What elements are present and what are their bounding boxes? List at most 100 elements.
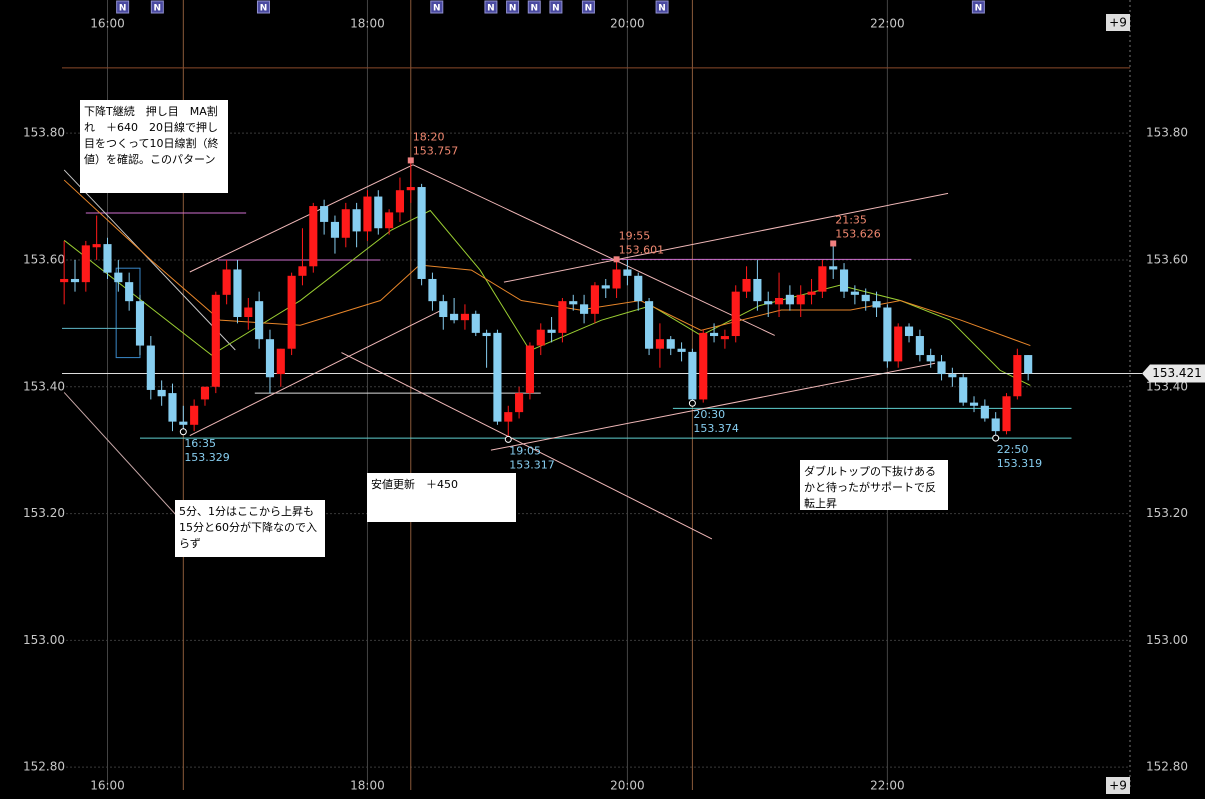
marker-time: 22:50 [997,443,1029,456]
marker-price: 153.319 [997,457,1043,470]
candle-body [146,345,155,390]
news-label: N [975,4,983,14]
annotation: 安値更新 ＋450 [367,473,516,522]
x-tick-label: 16:00 [90,17,125,31]
news-label: N [552,4,560,14]
y-tick-label: 153.80 [23,126,65,140]
candle-body [904,326,914,337]
candle-body [883,307,892,362]
x-tick-label: 18:00 [350,779,385,793]
news-label: N [509,4,517,14]
candle-body [796,294,805,305]
candle-body [114,272,123,283]
candle-body [309,206,318,267]
low-marker [688,399,696,407]
news-icon [116,0,130,14]
candle-body [395,190,405,213]
candle-body [720,336,729,340]
x-tick-label: 16:00 [90,779,125,793]
candle-body [850,291,859,295]
marker-time: 19:55 [619,229,651,242]
candle-body [135,301,145,346]
high-marker [830,240,837,247]
candle-body [677,348,686,352]
marker-price: 153.329 [184,451,230,464]
news-icon [527,0,541,14]
y-tick-label: 153.60 [23,252,65,266]
marker-price: 153.626 [835,227,881,240]
annotation: 5分、1分はここから上昇も15分と60分が下降なので入らず [175,500,325,557]
x-tick-label: 20:00 [610,779,645,793]
candle-body [959,377,968,403]
marker-price: 153.601 [619,243,665,256]
candle-body [525,345,534,394]
candle-body [774,297,784,305]
marker-time: 19:05 [509,444,541,457]
last-price-label: 153.421 [1152,366,1202,380]
moving-average [63,209,1031,386]
candle-body [666,339,675,349]
news-icon [150,0,164,14]
candle-body [374,196,383,229]
y-tick-label: 152.80 [1146,760,1188,774]
candle-body [623,269,632,276]
candle-body [948,374,957,378]
candle-body [255,301,264,340]
offset-box [1106,777,1130,794]
news-label: N [585,4,593,14]
news-label: N [658,4,666,14]
news-label: N [154,4,162,14]
candle-body [81,245,90,283]
annotation: ダブルトップの下抜けあるかと待ったがサポートで反転上昇 [800,460,948,510]
candle-body [439,301,448,318]
trend-line [189,164,414,273]
candle-body [645,301,654,349]
y-tick-label: 153.20 [23,506,65,520]
candle-body [330,221,340,238]
candle-body [276,348,285,375]
candle-body [417,187,426,279]
news-icon [971,0,985,14]
candle-body [460,313,469,321]
candle-body [265,339,275,378]
candle-body [558,301,567,333]
marker-time: 16:35 [184,437,216,450]
candle-body [829,266,838,270]
y-tick-label: 153.80 [1146,126,1188,140]
candle-body [493,332,502,422]
offset-box [1106,14,1130,31]
candle-body [601,285,610,289]
offset-label: +9 [1109,779,1127,793]
offset-label: +9 [1109,16,1127,30]
annotation: 下降T継続 押し目 MA割れ ＋640 20日線で押し目をつくって10日線割（終… [80,100,228,193]
candle-body [547,329,556,333]
candle-body [580,304,589,314]
news-label: N [119,4,127,14]
candle-body [872,301,881,308]
candle-body [894,326,903,362]
candle-body [287,275,296,349]
high-marker [613,256,620,263]
news-icon [430,0,444,14]
x-tick-label: 20:00 [610,17,645,31]
candle-body [612,269,621,289]
last-price-tag [1142,364,1205,383]
candle-body [569,301,578,305]
trend-line [412,164,775,336]
candle-body [471,313,480,333]
candle-body [363,196,372,232]
x-tick-label: 18:00 [350,17,385,31]
candle-body [222,269,231,295]
candle-body [504,412,513,422]
low-marker [179,428,187,436]
news-icon [256,0,270,14]
candle-body [655,339,664,349]
candle-body [699,332,708,400]
news-icon [484,0,498,14]
trend-line [341,352,713,540]
y-tick-label: 153.00 [1146,633,1188,647]
candle-body [190,405,199,425]
candle-body [839,269,849,292]
candle-body [991,418,1000,432]
